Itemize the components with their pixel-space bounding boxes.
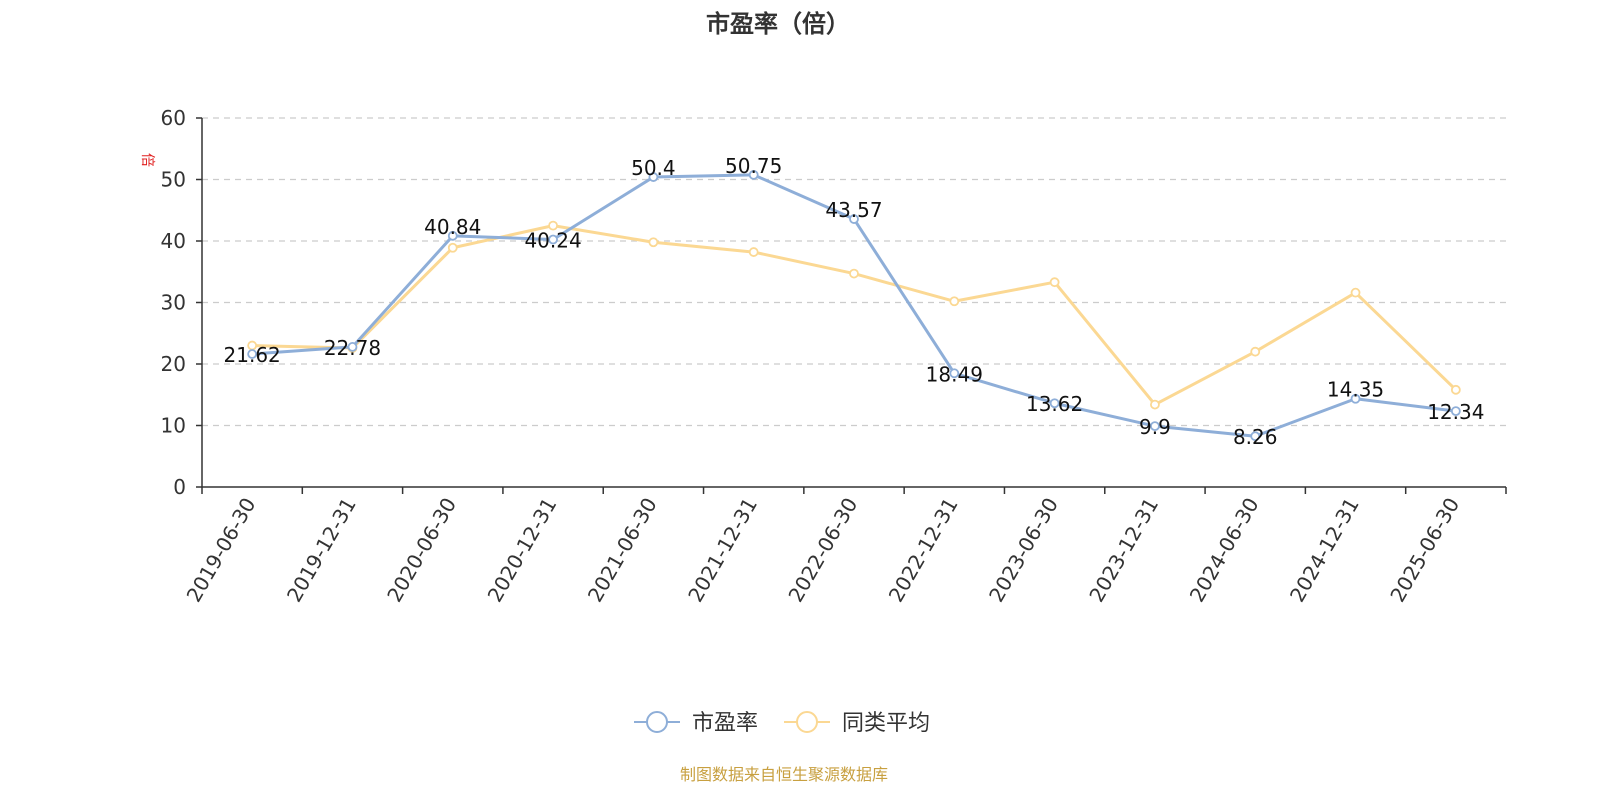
series-0-point <box>748 169 759 180</box>
data-label: 43.57 <box>825 198 882 222</box>
series-0-point <box>849 214 859 224</box>
series-0-point <box>1049 398 1060 409</box>
data-label: 40.24 <box>524 229 581 253</box>
series-1-point <box>1150 399 1160 410</box>
y-axis-unit-label: 倍 <box>139 153 155 167</box>
data-label: 50.75 <box>725 154 782 178</box>
series-1-point <box>748 247 759 257</box>
series-1-point <box>1450 384 1461 395</box>
data-label: 40.84 <box>424 215 481 239</box>
data-label: 18.49 <box>926 362 983 386</box>
x-tick-label: 2025-06-30 <box>1385 494 1464 607</box>
x-tick-label: 2024-12-31 <box>1285 494 1364 607</box>
data-label: 13.62 <box>1026 392 1083 416</box>
x-tick-label: 2020-06-30 <box>382 494 461 607</box>
x-tick-label: 2022-12-31 <box>884 493 963 606</box>
data-label: 21.62 <box>224 343 281 367</box>
series-1-point <box>447 242 458 253</box>
legend-item-1[interactable]: 同类平均 <box>784 711 930 736</box>
data-label: 8.26 <box>1233 425 1278 449</box>
series-1-point <box>1049 277 1060 288</box>
legend[interactable]: 市盈率 同类平均 <box>634 711 930 736</box>
x-tick-label: 2020-12-31 <box>483 494 562 607</box>
legend-marker-icon <box>796 711 818 733</box>
x-tick-label: 2019-06-30 <box>182 494 261 607</box>
legend-label: 同类平均 <box>842 711 930 736</box>
legend-marker-icon <box>646 711 668 733</box>
y-tick-label: 20 <box>161 352 186 376</box>
data-label: 12.34 <box>1427 400 1484 424</box>
x-tick-label: 2021-12-31 <box>683 494 762 607</box>
series-0-point <box>648 172 659 182</box>
series-1-point <box>1350 287 1361 298</box>
series-0-point <box>247 349 258 359</box>
series-1-point <box>648 237 659 248</box>
legend-label: 市盈率 <box>692 711 758 736</box>
legend-item-0[interactable]: 市盈率 <box>634 711 758 736</box>
series-1-point <box>949 296 960 307</box>
x-tick-label: 2021-06-30 <box>583 494 662 607</box>
data-label: 14.35 <box>1327 378 1384 402</box>
series-line-1 <box>252 224 1457 407</box>
data-label: 9.9 <box>1139 415 1171 439</box>
source-note: 制图数据来自恒生聚源数据库 <box>680 765 888 784</box>
chart-title: 市盈率（倍） <box>706 10 850 38</box>
data-labels: 21.62 22.78 40.84 40.24 50.4 50.75 43.57 18.49 1… <box>224 154 1485 449</box>
series-0-point <box>1350 393 1361 404</box>
x-axis-ticks: 2019-06-30 2019-12-31 2020-06-30 2020-12-31… <box>182 487 1507 607</box>
y-tick-label: 30 <box>161 291 186 315</box>
x-tick-label: 2022-06-30 <box>783 494 862 607</box>
y-tick-label: 60 <box>161 106 186 130</box>
x-tick-label: 2024-06-30 <box>1185 494 1264 607</box>
y-tick-label: 0 <box>173 475 186 499</box>
series-0-point <box>347 342 358 352</box>
x-tick-label: 2019-12-31 <box>282 494 361 607</box>
series-0-point <box>949 368 960 379</box>
series-0-point <box>1450 406 1461 417</box>
y-axis-ticks: 0 10 20 30 40 50 60 <box>161 106 202 499</box>
data-label: 22.78 <box>324 336 381 360</box>
series-1-point <box>849 268 859 279</box>
series-0-point <box>447 230 458 241</box>
y-tick-label: 10 <box>161 414 186 438</box>
data-label: 50.4 <box>631 156 676 180</box>
series-0-point <box>548 234 558 245</box>
x-tick-label: 2023-06-30 <box>984 494 1063 607</box>
series-0-point <box>1250 431 1261 442</box>
series-0-point <box>1150 421 1160 432</box>
series-1-point <box>1250 346 1261 357</box>
x-tick-label: 2023-12-31 <box>1084 494 1163 607</box>
grid-lines <box>202 117 1506 427</box>
series-lines <box>247 169 1461 442</box>
y-tick-label: 40 <box>161 229 186 253</box>
y-tick-label: 50 <box>161 168 186 192</box>
series-1-point <box>548 220 558 231</box>
